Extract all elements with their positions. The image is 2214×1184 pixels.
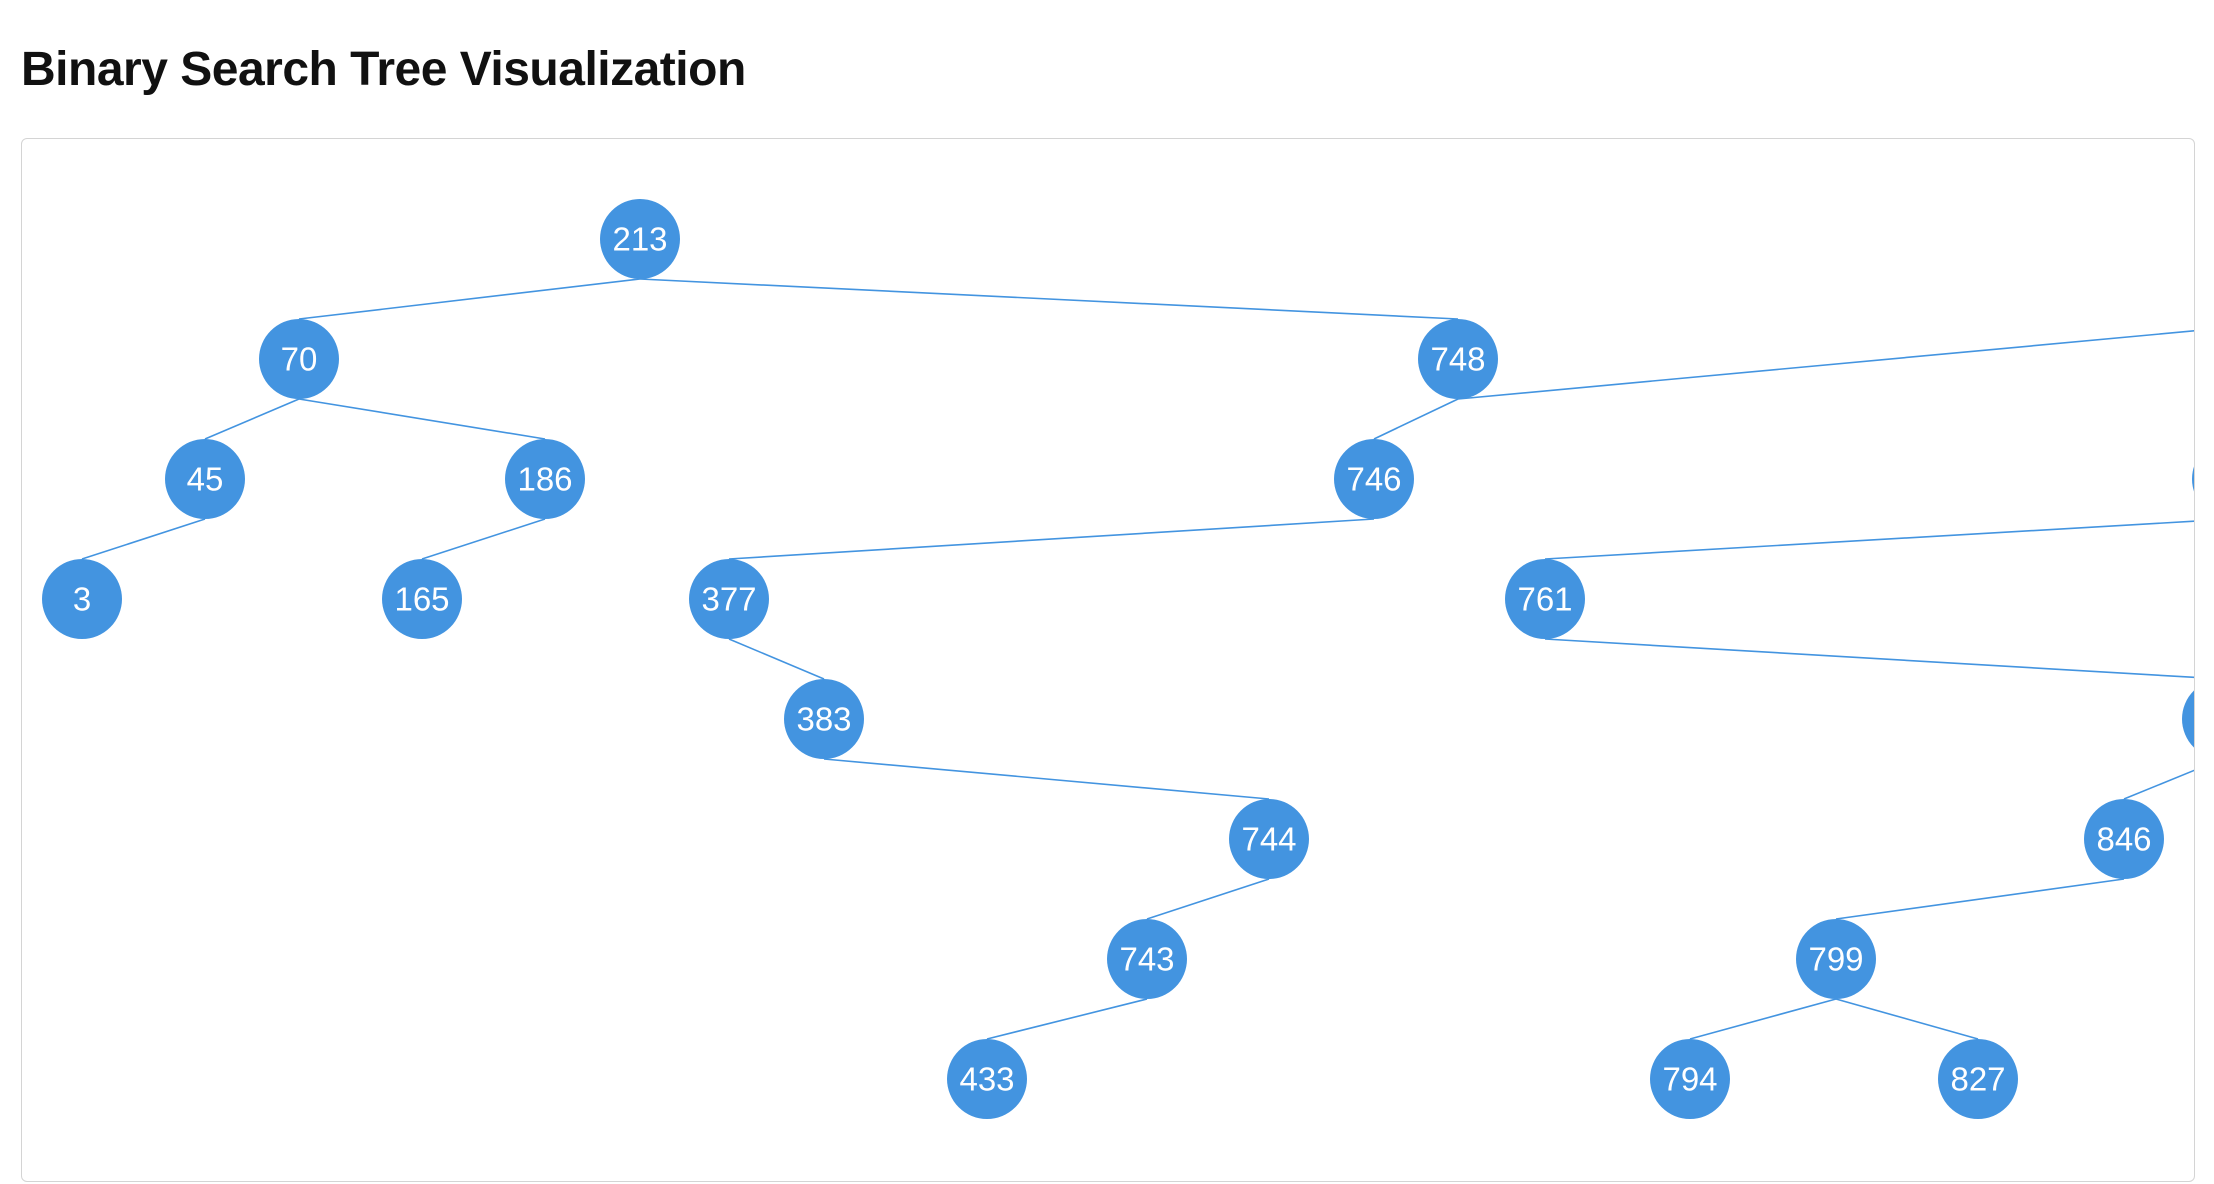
tree-edge [1544, 638, 2194, 679]
tree-node-label: 433 [959, 1061, 1014, 1098]
tree-node-circle [42, 559, 122, 639]
tree-node-label: 70 [281, 341, 318, 378]
tree-canvas: 213 70 748 45 186 3 165 746 377 383 744 743 433 761 84… [21, 138, 2195, 1182]
tree-node-label: 799 [1808, 941, 1863, 978]
tree-node-circle [2192, 466, 2194, 492]
tree-node: 383 [784, 679, 864, 759]
tree-edge [1373, 398, 1459, 440]
tree-edge [1835, 998, 1979, 1040]
tree-node: 433 [947, 1039, 1027, 1119]
tree-node: 213 [600, 199, 680, 279]
tree-node: 45 [165, 439, 245, 519]
tree-node-label: 746 [1346, 461, 1401, 498]
tree-node: 799 [1796, 919, 1876, 999]
tree-node: 744 [1229, 799, 1309, 879]
tree-node-circle [2182, 690, 2194, 748]
tree-node: 846 [2084, 799, 2164, 879]
tree-node-circle [2084, 799, 2164, 879]
tree-node-circle [784, 679, 864, 759]
tree-node-circle [165, 439, 245, 519]
tree-edge [1689, 998, 1837, 1040]
tree-node-label: 383 [796, 701, 851, 738]
tree-edge [1544, 520, 2194, 560]
tree-node: 827 [1938, 1039, 2018, 1119]
tree-node: 746 [1334, 439, 1414, 519]
tree-diagram: 213 70 748 45 186 3 165 746 377 383 744 743 433 761 84… [42, 199, 2194, 1119]
tree-node: 186 [505, 439, 585, 519]
page-title: Binary Search Tree Visualization [21, 43, 746, 96]
tree-edge [1457, 330, 2194, 400]
tree-edge [2123, 769, 2194, 800]
tree-node-circle [1229, 799, 1309, 879]
tree-node-label: 827 [1950, 1061, 2005, 1098]
tree-node-circle [1938, 1039, 2018, 1119]
tree-node: 748 [1418, 319, 1498, 399]
tree-edge [298, 398, 546, 440]
tree-edge [298, 278, 641, 320]
tree-node-label: 761 [1517, 581, 1572, 618]
tree-node-circle [689, 559, 769, 639]
tree-edge [639, 278, 1459, 320]
tree-node-circle [1650, 1039, 1730, 1119]
nodes-layer: 213 70 748 45 186 3 165 746 377 383 744 743 433 761 84… [42, 199, 2194, 1119]
tree-node-label: 186 [517, 461, 572, 498]
tree-node-circle [382, 559, 462, 639]
tree-node-label: 794 [1662, 1061, 1717, 1098]
tree-node-circle [1107, 919, 1187, 999]
tree-node: 794 [1650, 1039, 1730, 1119]
tree-node-circle [1418, 319, 1498, 399]
tree-node-circle [1505, 559, 1585, 639]
tree-edge [81, 518, 206, 560]
tree-node: 743 [1107, 919, 1187, 999]
tree-node-label: 3 [73, 581, 91, 618]
tree-node-label: 744 [1241, 821, 1296, 858]
tree-node [2192, 466, 2194, 492]
tree-node-circle [1334, 439, 1414, 519]
tree-edge [204, 398, 300, 440]
tree-node-label: 846 [2096, 821, 2151, 858]
tree-edge [986, 998, 1148, 1040]
tree-edge [1835, 878, 2125, 920]
tree-edge [1146, 878, 1270, 920]
tree-node [2182, 690, 2194, 748]
tree-node: 165 [382, 559, 462, 639]
tree-node-circle [259, 319, 339, 399]
tree-edge [421, 518, 546, 560]
edges-layer [81, 278, 2194, 1040]
tree-edge [728, 638, 825, 680]
tree-node: 377 [689, 559, 769, 639]
tree-node-label: 45 [187, 461, 224, 498]
tree-node: 761 [1505, 559, 1585, 639]
tree-node-circle [505, 439, 585, 519]
tree-node-label: 377 [701, 581, 756, 618]
tree-node-circle [947, 1039, 1027, 1119]
tree-node: 70 [259, 319, 339, 399]
tree-node-label: 743 [1119, 941, 1174, 978]
tree-node-label: 165 [394, 581, 449, 618]
tree-node: 3 [42, 559, 122, 639]
tree-node-circle [1796, 919, 1876, 999]
tree-node-label: 748 [1430, 341, 1485, 378]
tree-node-circle [600, 199, 680, 279]
tree-node-label: 213 [612, 221, 667, 258]
tree-edge [823, 758, 1270, 800]
tree-edge [728, 518, 1375, 560]
